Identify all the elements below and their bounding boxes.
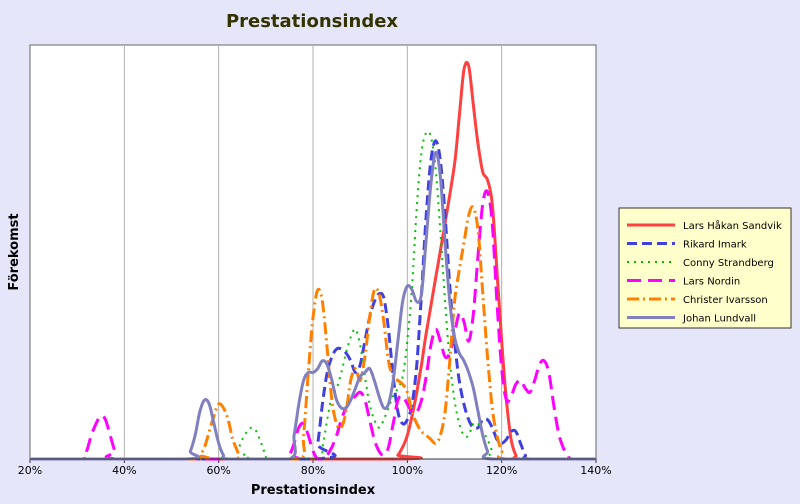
x-tick-label: 100% — [392, 464, 423, 477]
legend-label-rikard-imark: Rikard Imark — [683, 240, 747, 251]
x-tick-label: 60% — [206, 464, 230, 477]
x-tick-label: 140% — [580, 464, 611, 477]
chart-title: Prestationsindex — [226, 11, 398, 32]
legend-label-lars-h-kan-sandvik: Lars Håkan Sandvik — [683, 219, 782, 232]
x-tick-label: 40% — [112, 464, 136, 477]
legend: Lars Håkan Sandvik Rikard Imark Conny Stra… — [618, 207, 792, 329]
x-tick-label: 20% — [18, 464, 42, 477]
series-line-johan-lundvall — [30, 150, 596, 461]
legend-label-johan-lundvall: Johan Lundvall — [682, 314, 756, 325]
legend-box — [618, 207, 792, 329]
series-line-conny-strandberg — [30, 130, 596, 461]
series-line-lars-nordin — [30, 189, 596, 461]
legend-label-conny-strandberg: Conny Strandberg — [683, 258, 774, 269]
x-axis-ticks: 20% 40% 60% 80% 100% 120% 140% — [18, 459, 612, 477]
legend-label-christer-ivarsson: Christer Ivarsson — [683, 295, 768, 306]
legend-items: Lars Håkan Sandvik Rikard Imark Conny Stra… — [627, 219, 782, 325]
legend-label-lars-nordin: Lars Nordin — [683, 277, 740, 288]
x-axis-label: Prestationsindex — [251, 483, 376, 498]
series-line-lars-h-kan-sandvik — [30, 60, 596, 461]
x-tick-label: 80% — [301, 464, 325, 477]
grid-lines — [123, 45, 503, 459]
x-tick-label: 120% — [486, 464, 517, 477]
y-axis-label: Förekomst — [7, 213, 22, 290]
series-lines — [30, 60, 596, 461]
